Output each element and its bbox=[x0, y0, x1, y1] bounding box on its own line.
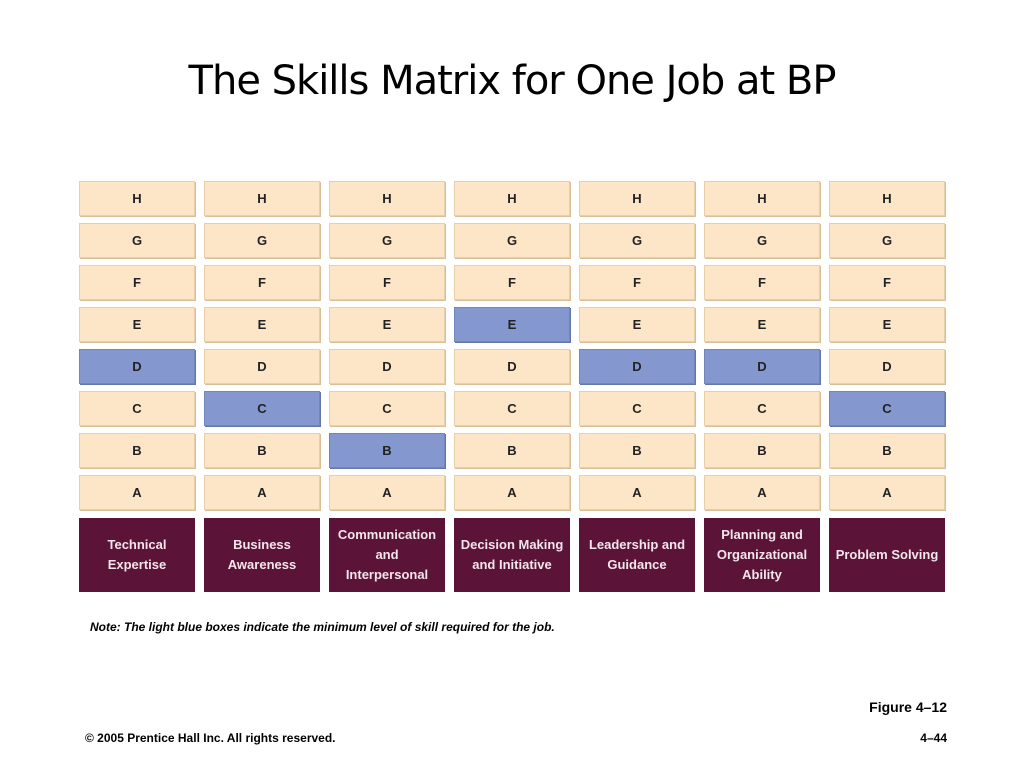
level-cell: C bbox=[579, 391, 695, 426]
level-cell: G bbox=[79, 223, 195, 258]
level-cell: B bbox=[79, 433, 195, 468]
required-level-cell: D bbox=[704, 349, 820, 384]
level-cell: C bbox=[79, 391, 195, 426]
level-cell: G bbox=[829, 223, 945, 258]
level-cell: G bbox=[329, 223, 445, 258]
skill-label: Business Awareness bbox=[204, 518, 320, 592]
level-cell: B bbox=[579, 433, 695, 468]
page-number: 4–44 bbox=[920, 731, 947, 745]
figure-label: Figure 4–12 bbox=[869, 699, 947, 715]
level-cell: H bbox=[454, 181, 570, 216]
level-cell: B bbox=[704, 433, 820, 468]
skill-column: H G F E D C B A Business Awareness bbox=[204, 181, 320, 592]
level-cell: A bbox=[204, 475, 320, 510]
level-cell: C bbox=[329, 391, 445, 426]
level-cell: E bbox=[329, 307, 445, 342]
skill-label: Planning and Organizational Ability bbox=[704, 518, 820, 592]
skill-column: H G F E D C B A Leadership and Guidance bbox=[579, 181, 695, 592]
level-cell: F bbox=[329, 265, 445, 300]
level-cell: A bbox=[329, 475, 445, 510]
level-cell: A bbox=[704, 475, 820, 510]
level-cell: A bbox=[79, 475, 195, 510]
level-cell: H bbox=[704, 181, 820, 216]
level-cell: A bbox=[579, 475, 695, 510]
level-cell: F bbox=[579, 265, 695, 300]
level-cell: H bbox=[79, 181, 195, 216]
skill-column: H G F E D C B A Communication and Interpersonal bbox=[329, 181, 445, 592]
level-cell: F bbox=[204, 265, 320, 300]
level-cell: G bbox=[454, 223, 570, 258]
level-cell: A bbox=[454, 475, 570, 510]
level-cell: A bbox=[829, 475, 945, 510]
level-cell: G bbox=[579, 223, 695, 258]
level-cell: D bbox=[204, 349, 320, 384]
level-cell: H bbox=[329, 181, 445, 216]
skill-label: Problem Solving bbox=[829, 518, 945, 592]
required-level-cell: E bbox=[454, 307, 570, 342]
skills-matrix: H G F E D C B A Technical Expertise H G F E D C B A Busin… bbox=[79, 181, 945, 592]
level-cell: F bbox=[704, 265, 820, 300]
skill-label: Decision Making and Initiative bbox=[454, 518, 570, 592]
level-cell: E bbox=[579, 307, 695, 342]
level-cell: B bbox=[829, 433, 945, 468]
slide-title: The Skills Matrix for One Job at BP bbox=[188, 58, 837, 104]
copyright-text: © 2005 Prentice Hall Inc. All rights res… bbox=[85, 731, 336, 745]
level-cell: G bbox=[204, 223, 320, 258]
level-cell: H bbox=[579, 181, 695, 216]
skill-label: Communication and Interpersonal bbox=[329, 518, 445, 592]
required-level-cell: C bbox=[204, 391, 320, 426]
level-cell: F bbox=[829, 265, 945, 300]
required-level-cell: C bbox=[829, 391, 945, 426]
level-cell: B bbox=[204, 433, 320, 468]
level-cell: H bbox=[204, 181, 320, 216]
level-cell: D bbox=[329, 349, 445, 384]
level-cell: E bbox=[204, 307, 320, 342]
required-level-cell: D bbox=[79, 349, 195, 384]
level-cell: F bbox=[79, 265, 195, 300]
level-cell: B bbox=[454, 433, 570, 468]
skill-column: H G F E D C B A Technical Expertise bbox=[79, 181, 195, 592]
level-cell: C bbox=[454, 391, 570, 426]
skill-column: H G F E D C B A Problem Solving bbox=[829, 181, 945, 592]
skill-label: Technical Expertise bbox=[79, 518, 195, 592]
skill-label: Leadership and Guidance bbox=[579, 518, 695, 592]
level-cell: C bbox=[704, 391, 820, 426]
note-text: Note: The light blue boxes indicate the … bbox=[90, 620, 555, 634]
level-cell: E bbox=[79, 307, 195, 342]
level-cell: D bbox=[829, 349, 945, 384]
level-cell: F bbox=[454, 265, 570, 300]
level-cell: D bbox=[454, 349, 570, 384]
skill-column: H G F E D C B A Planning and Organizational Abil… bbox=[704, 181, 820, 592]
skill-column: H G F E D C B A Decision Making and Initiative bbox=[454, 181, 570, 592]
level-cell: H bbox=[829, 181, 945, 216]
required-level-cell: B bbox=[329, 433, 445, 468]
level-cell: G bbox=[704, 223, 820, 258]
level-cell: E bbox=[829, 307, 945, 342]
required-level-cell: D bbox=[579, 349, 695, 384]
level-cell: E bbox=[704, 307, 820, 342]
